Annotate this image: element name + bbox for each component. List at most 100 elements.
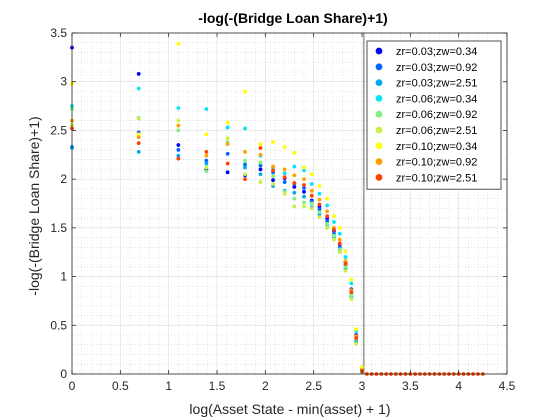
data-point — [258, 163, 263, 168]
data-point — [343, 264, 348, 269]
data-point — [337, 241, 342, 246]
y-tick-label: 1.5 — [50, 221, 67, 235]
data-point — [282, 167, 287, 172]
chart-title: -log(-(Bridge Loan Share)+1) — [198, 10, 387, 26]
legend-item: zr=0.06;zw=0.92 — [375, 109, 477, 121]
data-point — [271, 182, 275, 186]
data-point — [225, 170, 230, 175]
data-point — [343, 268, 348, 273]
data-point — [317, 210, 322, 215]
data-point — [309, 188, 314, 193]
data-point — [176, 148, 181, 152]
y-tick-label: 3 — [60, 75, 67, 89]
data-point — [243, 126, 247, 131]
data-point — [302, 194, 306, 199]
data-point — [325, 214, 330, 219]
data-point — [136, 141, 141, 145]
data-point — [204, 165, 209, 170]
legend-box — [366, 40, 502, 190]
legend-item: zr=0.10;zw=0.34 — [375, 141, 477, 153]
data-point — [271, 178, 275, 183]
data-point — [337, 225, 342, 230]
data-point — [225, 125, 230, 130]
data-point — [204, 107, 209, 111]
data-point — [136, 72, 141, 76]
data-point — [204, 149, 209, 154]
legend-marker — [375, 79, 383, 86]
y-tick-label: 0.5 — [50, 318, 67, 332]
legend-marker — [375, 174, 383, 181]
data-point — [332, 220, 336, 224]
x-tick-label: 4.5 — [499, 379, 516, 393]
data-point — [349, 281, 354, 286]
data-point — [302, 186, 306, 190]
data-point — [271, 140, 275, 145]
data-point — [282, 171, 287, 176]
data-point — [325, 222, 330, 226]
x-tick-label: 3.5 — [402, 379, 419, 393]
data-point — [302, 204, 306, 209]
legend-label: zr=0.10;zw=2.51 — [396, 172, 477, 184]
data-point — [302, 200, 306, 205]
data-point — [271, 168, 275, 173]
data-point — [258, 146, 263, 150]
data-point — [258, 142, 263, 146]
data-point — [337, 247, 342, 252]
data-point — [354, 341, 359, 346]
data-point — [292, 185, 297, 189]
x-tick-label: 1 — [165, 379, 172, 393]
data-point — [225, 151, 230, 156]
legend-marker — [375, 142, 383, 150]
data-point — [325, 209, 330, 214]
data-point — [225, 136, 230, 141]
data-point — [243, 162, 247, 167]
data-point — [349, 277, 354, 282]
data-point — [204, 132, 209, 137]
x-axis-label: log(Asset State - min(asset) + 1) — [189, 401, 390, 417]
x-tick-label: 3 — [359, 379, 366, 393]
data-point — [271, 174, 275, 179]
data-point — [325, 196, 330, 201]
data-point — [302, 165, 306, 170]
x-tick-labels: 0 0.5 1 1.5 2 2.5 3 3.5 4 4.5 — [69, 379, 516, 393]
legend-label: zr=0.03;zw=0.34 — [396, 46, 477, 58]
data-point — [243, 177, 247, 182]
y-tick-label: 2.5 — [50, 123, 67, 137]
data-point — [292, 196, 297, 201]
data-point — [332, 233, 336, 238]
data-point — [343, 259, 348, 263]
data-point — [271, 164, 275, 169]
x-tick-label: 2 — [262, 379, 269, 393]
data-point — [176, 143, 181, 147]
legend-marker — [375, 110, 383, 118]
data-point — [317, 197, 322, 202]
data-point — [354, 336, 359, 340]
legend-item: zr=0.10;zw=0.92 — [375, 157, 477, 169]
data-point — [302, 189, 306, 194]
y-tick-labels: 0 0.5 1 1.5 2 2.5 3 3.5 — [50, 26, 67, 381]
data-point — [176, 153, 181, 158]
data-point — [136, 135, 141, 140]
axis-ticks — [71, 32, 508, 375]
data-point — [317, 207, 322, 212]
x-tick-label: 0.5 — [112, 379, 129, 393]
data-point — [349, 297, 354, 301]
data-point — [317, 215, 322, 220]
data-point — [360, 365, 364, 370]
data-point — [176, 128, 181, 133]
data-point — [337, 250, 342, 255]
data-point — [325, 219, 330, 223]
data-point — [282, 180, 287, 184]
legend-label: zr=0.06;zw=2.51 — [396, 125, 477, 137]
x-tick-label: 1.5 — [209, 379, 226, 393]
legend: zr=0.03;zw=0.34 zr=0.03;zw=0.92 zr=0.03;zw… — [366, 40, 502, 190]
legend-label: zr=0.10;zw=0.34 — [396, 141, 477, 153]
data-point — [225, 120, 230, 125]
legend-label: zr=0.10;zw=0.92 — [396, 157, 477, 169]
data-point — [176, 118, 181, 123]
data-point — [343, 262, 348, 266]
data-point — [243, 149, 247, 154]
data-point — [325, 203, 330, 208]
legend-item: zr=0.06;zw=0.34 — [375, 93, 477, 105]
